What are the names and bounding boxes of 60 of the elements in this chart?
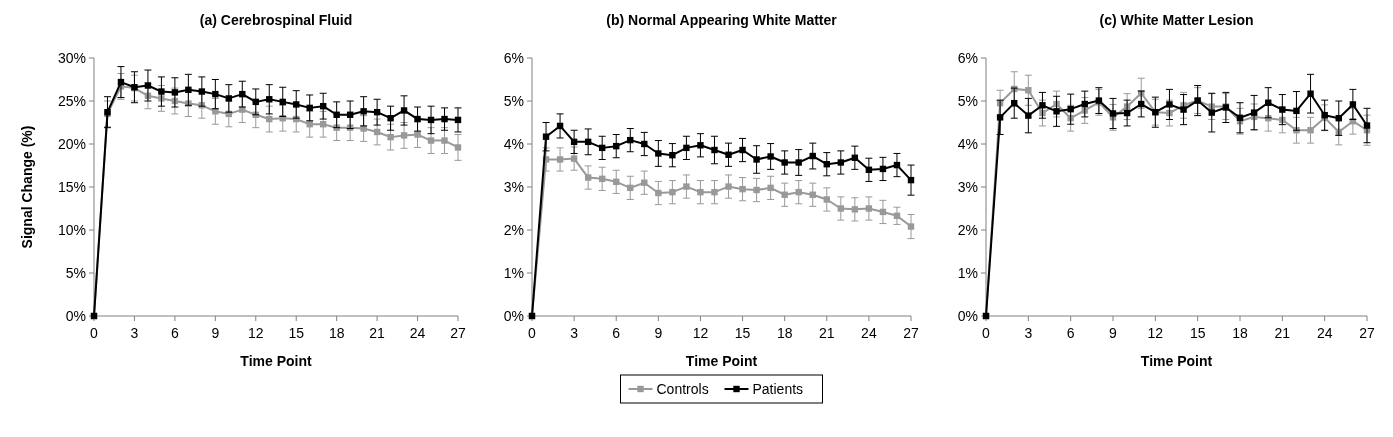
x-tick-label: 18: [328, 325, 345, 341]
x-tick-label: 21: [818, 325, 835, 341]
y-tick-label: 5%: [957, 93, 978, 109]
x-tick-label: 12: [247, 325, 264, 341]
x-tick-label: 21: [1274, 325, 1291, 341]
x-tick-label: 15: [734, 325, 751, 341]
y-tick-label: 5%: [65, 265, 86, 281]
x-tick-label: 18: [1232, 325, 1248, 341]
x-tick-label: 9: [654, 325, 663, 341]
x-tick-label: 12: [692, 325, 709, 341]
y-tick-label: 1%: [957, 265, 978, 281]
x-tick-label: 18: [776, 325, 793, 341]
y-tick-label: 3%: [503, 179, 524, 195]
x-tick-label: 0: [982, 325, 991, 341]
x-tick-label: 3: [570, 325, 579, 341]
x-tick-label: 24: [409, 325, 426, 341]
y-tick-label: 6%: [957, 50, 978, 66]
y-tick-label: 20%: [57, 136, 86, 152]
x-tick-label: 27: [450, 325, 466, 341]
y-tick-label: 2%: [957, 222, 978, 238]
x-tick-label: 6: [1066, 325, 1075, 341]
y-tick-label: 4%: [957, 136, 978, 152]
y-tick-label: 2%: [503, 222, 524, 238]
x-axis-title: Time Point: [685, 353, 758, 369]
y-tick-label: 0%: [65, 308, 86, 324]
x-tick-label: 9: [211, 325, 220, 341]
chart-title: (b) Normal Appearing White Matter: [606, 12, 838, 28]
y-tick-label: 3%: [957, 179, 978, 195]
y-tick-label: 15%: [57, 179, 86, 195]
y-tick-label: 1%: [503, 265, 524, 281]
y-tick-label: 0%: [503, 308, 524, 324]
x-tick-label: 27: [903, 325, 919, 341]
x-tick-label: 6: [170, 325, 179, 341]
x-axis-title: Time Point: [1140, 353, 1213, 369]
x-tick-label: 9: [1109, 325, 1118, 341]
x-tick-label: 0: [90, 325, 99, 341]
x-tick-label: 12: [1147, 325, 1164, 341]
x-axis-title: Time Point: [240, 353, 312, 369]
y-tick-label: 10%: [57, 222, 86, 238]
x-tick-label: 24: [1316, 325, 1333, 341]
chart-title: (c) White Matter Lesion: [1099, 12, 1254, 28]
y-tick-label: 6%: [503, 50, 524, 66]
y-tick-label: 30%: [57, 50, 86, 66]
x-tick-label: 21: [369, 325, 386, 341]
x-tick-label: 15: [288, 325, 305, 341]
y-tick-label: 0%: [957, 308, 978, 324]
legend-label: Patients: [752, 381, 804, 397]
chart-title: (a) Cerebrospinal Fluid: [199, 12, 353, 28]
y-tick-label: 4%: [503, 136, 524, 152]
y-axis-title: Signal Change (%): [19, 125, 35, 249]
y-tick-label: 25%: [57, 93, 86, 109]
x-tick-label: 27: [1359, 325, 1375, 341]
legend-label: Controls: [656, 381, 709, 397]
x-tick-label: 15: [1189, 325, 1206, 341]
x-tick-label: 6: [612, 325, 621, 341]
x-tick-label: 0: [528, 325, 537, 341]
x-tick-label: 3: [1024, 325, 1033, 341]
y-tick-label: 5%: [503, 93, 524, 109]
x-tick-label: 24: [861, 325, 877, 341]
x-tick-label: 3: [130, 325, 139, 341]
